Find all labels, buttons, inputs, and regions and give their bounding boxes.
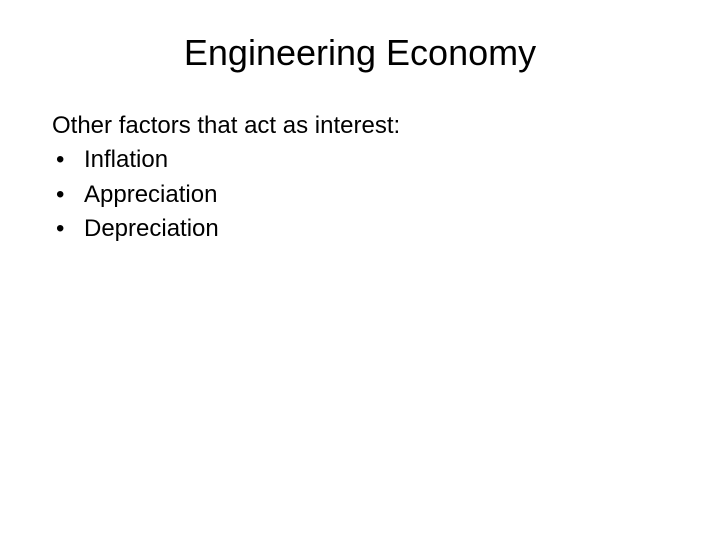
list-item: Depreciation <box>52 213 672 245</box>
bullet-list: Inflation Appreciation Depreciation <box>52 144 672 245</box>
intro-text: Other factors that act as interest: <box>52 110 672 142</box>
slide-container: Engineering Economy Other factors that a… <box>0 0 720 540</box>
list-item: Inflation <box>52 144 672 176</box>
slide-title: Engineering Economy <box>48 32 672 74</box>
list-item: Appreciation <box>52 179 672 211</box>
slide-body: Other factors that act as interest: Infl… <box>48 110 672 246</box>
